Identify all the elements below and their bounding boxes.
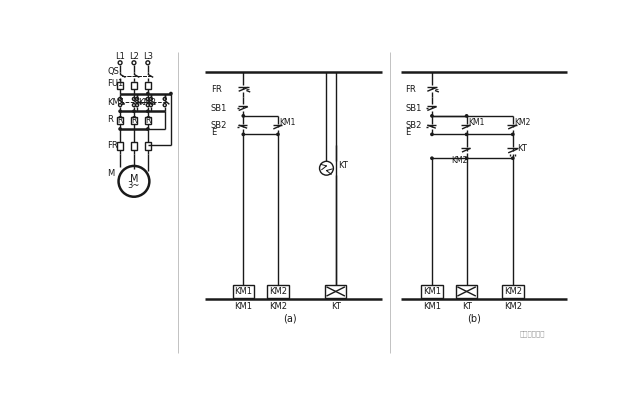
Circle shape	[170, 92, 172, 95]
Text: KM1: KM1	[423, 302, 441, 311]
Circle shape	[511, 133, 514, 136]
Circle shape	[146, 61, 150, 65]
Text: (a): (a)	[283, 314, 296, 323]
Bar	[267, 285, 289, 298]
Circle shape	[465, 157, 468, 159]
Bar	[145, 142, 151, 150]
Circle shape	[147, 92, 149, 95]
Text: R: R	[107, 115, 113, 124]
Text: KM2: KM2	[504, 302, 522, 311]
Circle shape	[132, 61, 136, 65]
Text: 3~: 3~	[128, 181, 140, 190]
Circle shape	[119, 128, 121, 130]
Circle shape	[119, 110, 121, 112]
Circle shape	[147, 128, 149, 130]
Bar	[117, 82, 123, 89]
Text: QS: QS	[107, 67, 119, 77]
Text: SB1: SB1	[405, 104, 421, 113]
Text: SB1: SB1	[211, 104, 227, 113]
Text: KT: KT	[338, 162, 348, 170]
Text: FR: FR	[211, 85, 221, 94]
Text: R: R	[117, 116, 123, 125]
Bar	[421, 285, 443, 298]
Text: L1: L1	[115, 52, 125, 61]
Text: L3: L3	[143, 52, 153, 61]
Text: FR: FR	[107, 141, 118, 150]
Bar	[117, 142, 123, 150]
Text: KT: KT	[461, 302, 472, 311]
Circle shape	[118, 61, 122, 65]
Text: KM2: KM2	[269, 302, 287, 311]
Bar	[502, 285, 524, 298]
Circle shape	[242, 115, 244, 117]
Circle shape	[431, 115, 433, 117]
Text: L2: L2	[129, 52, 139, 61]
Text: KM1: KM1	[234, 302, 252, 311]
Text: KT: KT	[331, 302, 340, 311]
Text: R: R	[131, 116, 137, 125]
Circle shape	[319, 161, 333, 175]
Bar	[145, 117, 151, 124]
Text: M: M	[130, 174, 138, 184]
Bar	[117, 117, 123, 124]
Text: KM2: KM2	[451, 156, 468, 165]
Text: KM1: KM1	[423, 287, 441, 296]
Text: M: M	[107, 169, 115, 178]
Circle shape	[431, 133, 433, 136]
Circle shape	[276, 133, 279, 136]
Text: KM1: KM1	[107, 98, 125, 107]
Text: (b): (b)	[467, 314, 481, 323]
Text: KM2: KM2	[515, 117, 531, 127]
Bar	[456, 285, 477, 298]
Circle shape	[465, 115, 468, 117]
Circle shape	[133, 110, 135, 112]
Circle shape	[431, 157, 433, 159]
Text: SB2: SB2	[211, 122, 227, 130]
Text: FU1: FU1	[107, 79, 124, 88]
Text: KM2: KM2	[504, 287, 522, 296]
Text: 电工电气学习: 电工电气学习	[519, 330, 545, 337]
Text: KM1: KM1	[234, 287, 252, 296]
Circle shape	[511, 157, 514, 159]
Text: KM2: KM2	[269, 287, 287, 296]
Text: KM1: KM1	[280, 117, 296, 127]
Text: KT: KT	[516, 144, 527, 154]
Circle shape	[242, 133, 244, 136]
Text: E: E	[211, 128, 216, 137]
Bar	[131, 117, 137, 124]
Text: FR: FR	[405, 85, 416, 94]
Text: SB2: SB2	[405, 122, 421, 130]
Bar	[131, 82, 137, 89]
Circle shape	[118, 166, 149, 197]
Bar	[131, 142, 137, 150]
Text: E: E	[405, 128, 410, 137]
Circle shape	[147, 110, 149, 112]
Text: KM2: KM2	[139, 98, 157, 107]
Text: KM1: KM1	[468, 117, 484, 127]
Text: R: R	[145, 116, 150, 125]
Bar	[145, 82, 151, 89]
Bar	[325, 285, 346, 298]
Bar	[232, 285, 254, 298]
Circle shape	[465, 133, 468, 136]
